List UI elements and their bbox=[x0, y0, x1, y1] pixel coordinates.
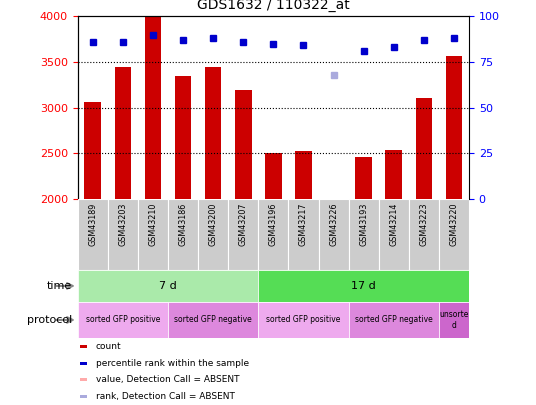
Text: GSM43186: GSM43186 bbox=[178, 203, 188, 246]
Bar bbox=[78, 270, 258, 302]
Text: sorted GFP negative: sorted GFP negative bbox=[174, 315, 252, 324]
Bar bbox=[168, 199, 198, 270]
Bar bbox=[439, 302, 469, 338]
Bar bbox=[355, 157, 372, 199]
Text: GSM43203: GSM43203 bbox=[118, 203, 128, 246]
Bar bbox=[288, 199, 318, 270]
Text: GSM43207: GSM43207 bbox=[239, 203, 248, 246]
Text: unsorte
d: unsorte d bbox=[440, 310, 468, 330]
Text: 7 d: 7 d bbox=[159, 281, 177, 291]
Bar bbox=[78, 302, 168, 338]
Bar bbox=[348, 302, 439, 338]
Text: GSM43214: GSM43214 bbox=[389, 203, 398, 246]
Text: GDS1632 / 110322_at: GDS1632 / 110322_at bbox=[197, 0, 349, 12]
Text: percentile rank within the sample: percentile rank within the sample bbox=[95, 359, 249, 368]
Bar bbox=[168, 302, 258, 338]
Text: count: count bbox=[95, 342, 121, 351]
Bar bbox=[175, 75, 191, 199]
Text: GSM43220: GSM43220 bbox=[450, 203, 458, 246]
Bar bbox=[439, 199, 469, 270]
Bar bbox=[258, 302, 348, 338]
Bar bbox=[445, 56, 462, 199]
Text: sorted GFP positive: sorted GFP positive bbox=[86, 315, 160, 324]
Text: protocol: protocol bbox=[27, 315, 72, 325]
Text: sorted GFP negative: sorted GFP negative bbox=[355, 315, 433, 324]
Text: GSM43223: GSM43223 bbox=[419, 203, 428, 246]
Bar bbox=[78, 199, 108, 270]
Bar bbox=[80, 378, 87, 382]
Text: GSM43189: GSM43189 bbox=[88, 203, 97, 246]
Bar bbox=[235, 90, 251, 199]
Text: value, Detection Call = ABSENT: value, Detection Call = ABSENT bbox=[95, 375, 239, 384]
Bar bbox=[80, 345, 87, 348]
Bar bbox=[379, 199, 409, 270]
Bar bbox=[228, 199, 258, 270]
Bar bbox=[258, 270, 469, 302]
Text: GSM43210: GSM43210 bbox=[148, 203, 158, 246]
Text: GSM43193: GSM43193 bbox=[359, 203, 368, 246]
Text: GSM43196: GSM43196 bbox=[269, 203, 278, 246]
Bar bbox=[205, 67, 221, 199]
Bar bbox=[258, 199, 288, 270]
Bar bbox=[85, 102, 101, 199]
Text: rank, Detection Call = ABSENT: rank, Detection Call = ABSENT bbox=[95, 392, 234, 401]
Bar bbox=[385, 150, 402, 199]
Bar bbox=[80, 362, 87, 365]
Bar bbox=[80, 395, 87, 398]
Text: sorted GFP positive: sorted GFP positive bbox=[266, 315, 341, 324]
Bar bbox=[295, 151, 312, 199]
Text: GSM43200: GSM43200 bbox=[209, 203, 218, 246]
Bar bbox=[145, 16, 161, 199]
Text: GSM43217: GSM43217 bbox=[299, 203, 308, 246]
Bar bbox=[318, 199, 348, 270]
Bar bbox=[415, 98, 432, 199]
Text: GSM43226: GSM43226 bbox=[329, 203, 338, 246]
Bar bbox=[138, 199, 168, 270]
Bar bbox=[348, 199, 379, 270]
Bar bbox=[108, 199, 138, 270]
Bar bbox=[115, 67, 131, 199]
Bar bbox=[409, 199, 439, 270]
Bar bbox=[198, 199, 228, 270]
Bar bbox=[265, 153, 281, 199]
Text: time: time bbox=[47, 281, 72, 291]
Text: 17 d: 17 d bbox=[351, 281, 376, 291]
